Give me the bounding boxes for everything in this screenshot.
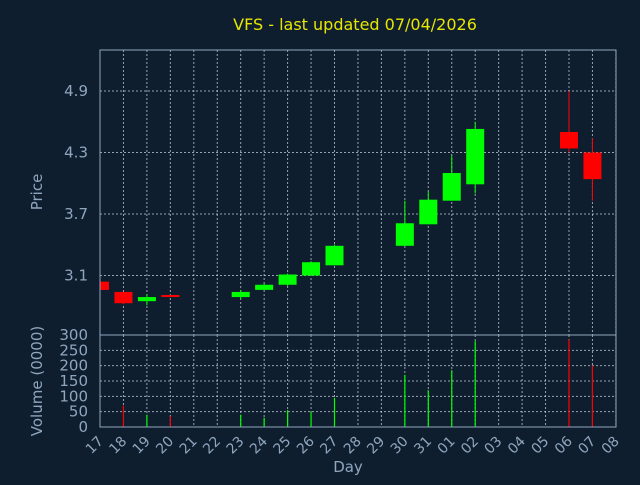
x-tick-label: 25	[271, 434, 295, 458]
price-tick-label: 3.7	[64, 205, 88, 223]
volume-tick-label: 100	[59, 387, 88, 405]
x-tick-label: 02	[458, 434, 482, 458]
volume-tick-label: 50	[69, 403, 88, 421]
chart-title: VFS - last updated 07/04/2026	[233, 15, 477, 34]
candle-body	[583, 152, 602, 180]
x-tick-label: 24	[247, 433, 271, 457]
candle-body	[325, 245, 344, 266]
x-tick-label: 18	[106, 434, 130, 458]
x-tick-label: 03	[482, 434, 506, 458]
candle-body	[161, 295, 180, 298]
candle-body	[114, 291, 133, 304]
candle-body	[442, 173, 461, 201]
x-tick-label: 05	[528, 434, 552, 458]
volume-panel-frame	[99, 334, 617, 428]
volume-tick-label: 150	[59, 372, 88, 390]
candle-body	[100, 281, 109, 290]
price-panel-frame	[99, 49, 617, 336]
x-tick-label: 29	[364, 434, 388, 458]
candle-body	[278, 274, 297, 285]
x-tick-label: 27	[317, 434, 341, 458]
x-axis-label: Day	[333, 458, 363, 476]
x-tick-label: 08	[599, 434, 623, 458]
candle-body	[395, 223, 414, 246]
candle-body	[231, 291, 250, 298]
x-tick-label: 28	[341, 434, 365, 458]
x-tick-label: 26	[294, 433, 318, 457]
price-tick-label: 4.3	[64, 144, 88, 162]
volume-axis-label: Volume (0000)	[28, 326, 46, 436]
candle-body	[560, 132, 578, 149]
x-tick-label: 19	[130, 434, 154, 458]
x-tick-label: 22	[200, 434, 224, 458]
candle-body	[137, 297, 156, 302]
candle-body	[255, 284, 274, 290]
candle-body	[466, 128, 485, 185]
x-tick-label: 31	[411, 434, 435, 458]
volume-tick-label: 250	[59, 341, 88, 359]
volume-tick-label: 0	[78, 418, 88, 436]
x-tick-label: 01	[435, 434, 459, 458]
x-tick-label: 04	[505, 433, 529, 457]
volume-tick-label: 200	[59, 357, 88, 375]
x-tick-label: 23	[224, 434, 248, 458]
price-tick-label: 3.1	[64, 267, 88, 285]
price-axis-label: Price	[28, 174, 46, 211]
x-tick-label: 30	[388, 434, 412, 458]
x-tick-label: 20	[153, 434, 177, 458]
candle-body	[419, 199, 438, 225]
x-tick-label: 21	[177, 434, 201, 458]
price-tick-label: 4.9	[64, 82, 88, 100]
x-tick-label: 07	[575, 434, 599, 458]
x-tick-label: 17	[83, 434, 107, 458]
candle-body	[302, 262, 321, 276]
x-tick-label: 06	[552, 433, 576, 457]
volume-tick-label: 300	[59, 326, 88, 344]
